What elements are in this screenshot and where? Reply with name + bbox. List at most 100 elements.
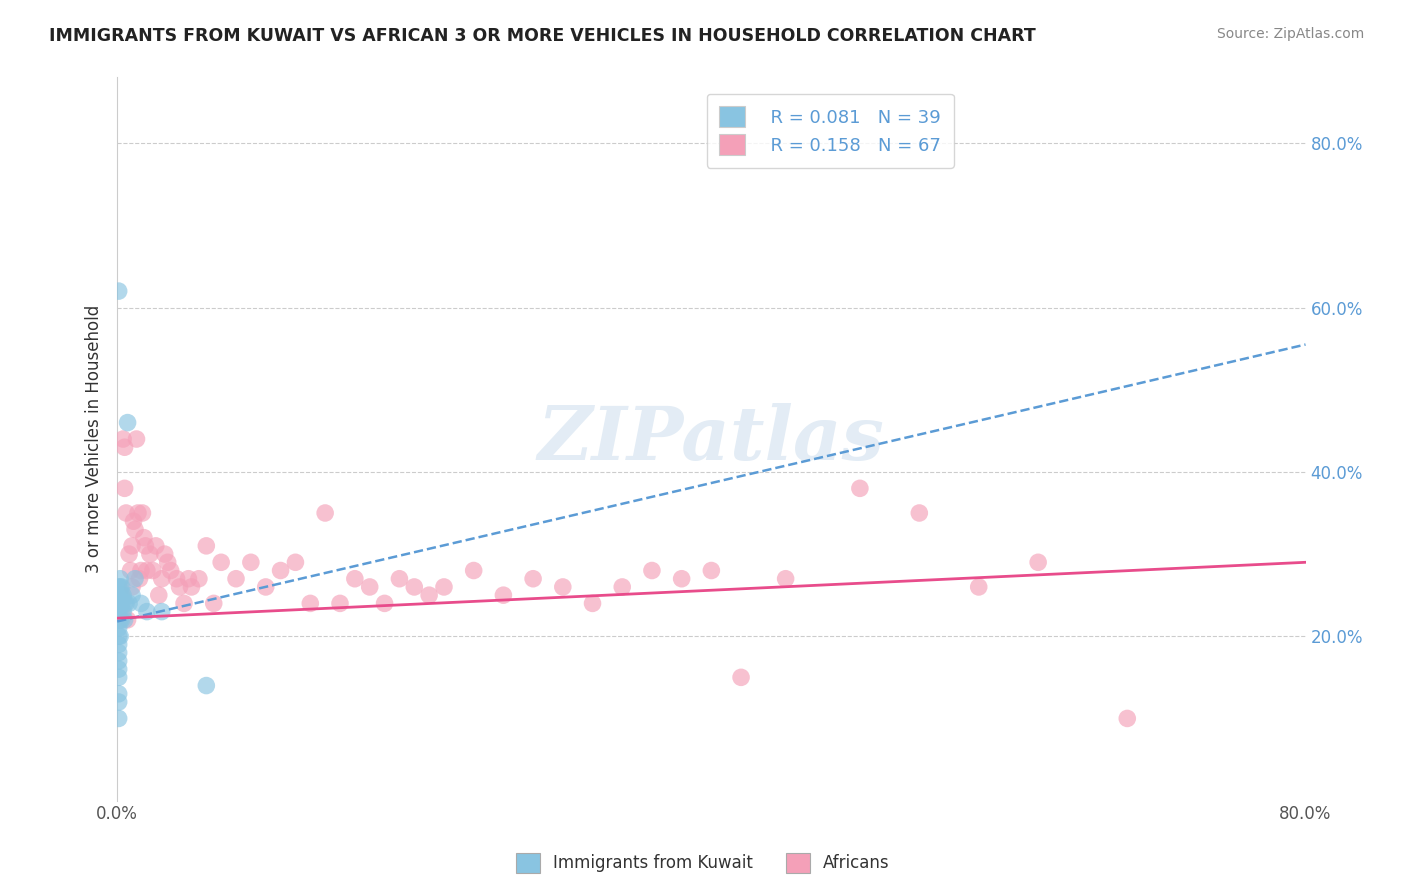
Point (132, 531, 155, 545)
Point (581, 596, 603, 610)
Point (967, 580, 990, 594)
Point (115, 596, 138, 610)
Point (374, 596, 396, 610)
Point (107, 621, 129, 635)
Point (117, 613, 139, 627)
Point (166, 572, 188, 586)
Point (145, 539, 167, 553)
Point (125, 432, 148, 446)
Point (112, 588, 135, 602)
Point (121, 580, 143, 594)
Point (551, 580, 574, 594)
Point (195, 679, 218, 693)
Point (108, 613, 131, 627)
Point (127, 506, 149, 520)
Point (111, 596, 134, 610)
Point (187, 572, 209, 586)
Point (1116, 711, 1139, 725)
Point (117, 416, 139, 430)
Point (121, 588, 143, 602)
Point (124, 523, 146, 537)
Point (463, 564, 485, 578)
Point (121, 539, 143, 553)
Point (299, 596, 322, 610)
Legend:   R = 0.081   N = 39,   R = 0.158   N = 67: R = 0.081 N = 39, R = 0.158 N = 67 (707, 94, 953, 168)
Y-axis label: 3 or more Vehicles in Household: 3 or more Vehicles in Household (86, 305, 103, 574)
Point (180, 580, 202, 594)
Point (107, 596, 129, 610)
Point (169, 580, 191, 594)
Point (156, 555, 179, 569)
Point (108, 572, 131, 586)
Point (404, 580, 426, 594)
Point (671, 572, 693, 586)
Point (114, 596, 136, 610)
Point (195, 539, 218, 553)
Point (108, 588, 131, 602)
Text: ZIPatlas: ZIPatlas (538, 403, 884, 475)
Point (433, 580, 456, 594)
Point (730, 670, 752, 684)
Point (225, 572, 247, 586)
Point (114, 613, 136, 627)
Point (107, 695, 129, 709)
Point (388, 572, 411, 586)
Point (115, 506, 138, 520)
Point (107, 629, 129, 643)
Point (177, 572, 200, 586)
Legend: Immigrants from Kuwait, Africans: Immigrants from Kuwait, Africans (510, 847, 896, 880)
Point (129, 596, 152, 610)
Point (150, 605, 173, 619)
Point (114, 481, 136, 495)
Point (118, 547, 141, 561)
Point (107, 687, 129, 701)
Point (908, 506, 931, 520)
Point (159, 564, 181, 578)
Point (111, 588, 134, 602)
Point (108, 580, 131, 594)
Point (142, 564, 165, 578)
Point (173, 596, 195, 610)
Point (418, 588, 440, 602)
Point (108, 596, 131, 610)
Point (612, 580, 634, 594)
Point (135, 564, 157, 578)
Point (124, 572, 146, 586)
Point (522, 572, 544, 586)
Point (107, 638, 129, 652)
Point (128, 572, 150, 586)
Point (343, 572, 366, 586)
Point (107, 646, 129, 660)
Point (284, 555, 307, 569)
Point (118, 596, 141, 610)
Text: IMMIGRANTS FROM KUWAIT VS AFRICAN 3 OR MORE VEHICLES IN HOUSEHOLD CORRELATION CH: IMMIGRANTS FROM KUWAIT VS AFRICAN 3 OR M… (49, 27, 1036, 45)
Point (492, 588, 515, 602)
Point (775, 572, 797, 586)
Point (849, 481, 872, 495)
Point (202, 596, 225, 610)
Point (120, 564, 142, 578)
Text: Source: ZipAtlas.com: Source: ZipAtlas.com (1216, 27, 1364, 41)
Point (122, 514, 145, 528)
Point (107, 580, 129, 594)
Point (254, 580, 277, 594)
Point (107, 662, 129, 676)
Point (107, 711, 129, 725)
Point (108, 629, 131, 643)
Point (111, 613, 134, 627)
Point (700, 564, 723, 578)
Point (112, 605, 135, 619)
Point (329, 596, 352, 610)
Point (139, 547, 162, 561)
Point (107, 605, 129, 619)
Point (129, 564, 152, 578)
Point (107, 654, 129, 668)
Point (107, 284, 129, 298)
Point (270, 564, 292, 578)
Point (153, 547, 176, 561)
Point (135, 605, 157, 619)
Point (641, 564, 664, 578)
Point (107, 670, 129, 684)
Point (209, 555, 232, 569)
Point (112, 432, 135, 446)
